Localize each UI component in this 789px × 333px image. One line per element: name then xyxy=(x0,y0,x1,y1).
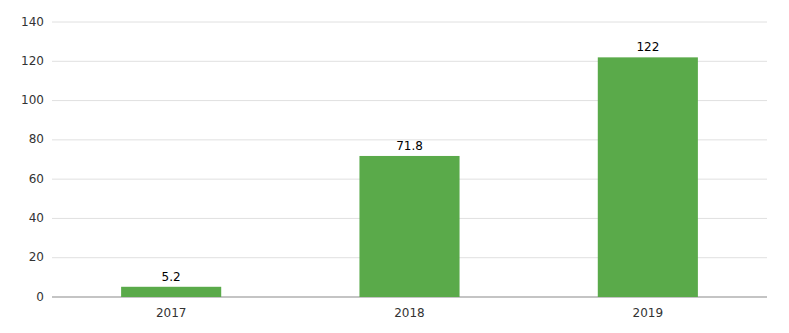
y-tick-label: 40 xyxy=(29,211,44,225)
bar xyxy=(359,156,459,297)
x-tick-label: 2017 xyxy=(156,306,187,320)
data-labels: 5.2 71.8 122 xyxy=(162,40,660,283)
y-tick-label: 20 xyxy=(29,250,44,264)
y-tick-label: 140 xyxy=(21,15,44,29)
chart-svg: 0 20 40 60 80 100 120 140 5.2 71.8 122 2017 2018 2019 xyxy=(0,0,789,333)
grid-line xyxy=(52,22,767,23)
bar xyxy=(598,57,698,297)
x-axis: 2017 2018 2019 xyxy=(156,306,663,320)
chart-container: 0 20 40 60 80 100 120 140 5.2 71.8 122 2017 2018 2019 xyxy=(0,0,789,333)
y-axis: 0 20 40 60 80 100 120 140 xyxy=(21,15,767,304)
data-label: 122 xyxy=(636,40,659,54)
data-label: 71.8 xyxy=(396,139,423,153)
y-tick-label: 120 xyxy=(21,54,44,68)
y-tick-label: 0 xyxy=(36,290,44,304)
x-tick-label: 2018 xyxy=(394,306,425,320)
x-tick-label: 2019 xyxy=(633,306,664,320)
y-tick-label: 60 xyxy=(29,172,44,186)
y-tick-label: 80 xyxy=(29,132,44,146)
bar xyxy=(121,287,221,297)
bars xyxy=(121,57,698,297)
data-label: 5.2 xyxy=(162,270,181,284)
y-tick-label: 100 xyxy=(21,93,44,107)
